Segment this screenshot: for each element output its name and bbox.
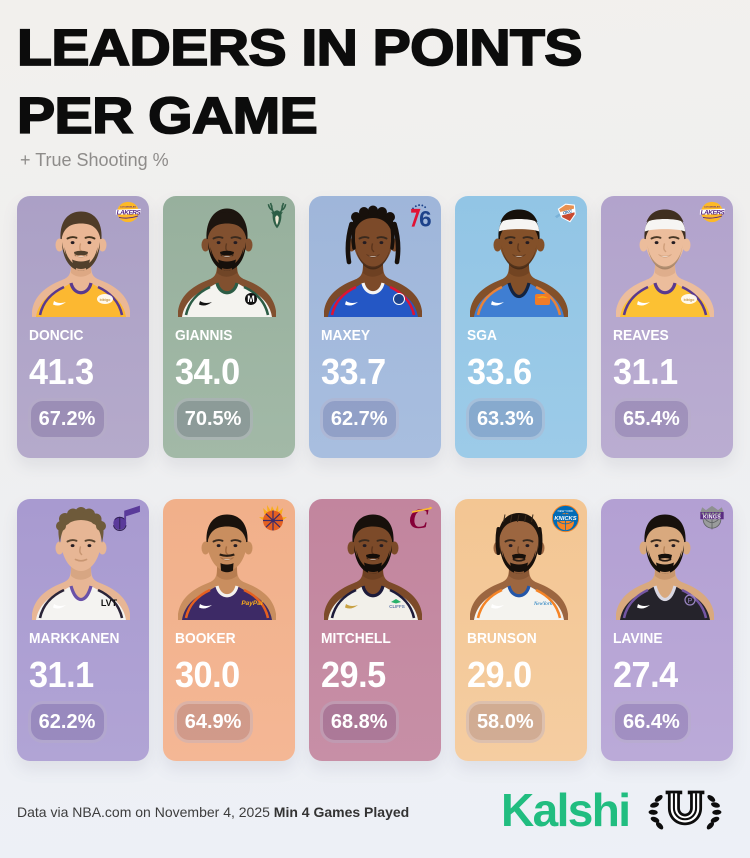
svg-text:LAKERS: LAKERS	[701, 209, 726, 216]
svg-text:bibigo: bibigo	[99, 297, 110, 302]
svg-text:CLIFFS: CLIFFS	[389, 604, 405, 609]
svg-text:6: 6	[419, 207, 431, 229]
svg-text:P: P	[688, 598, 693, 605]
svg-text:NEW YORK: NEW YORK	[557, 509, 573, 513]
svg-text:LOS ANGELES: LOS ANGELES	[704, 205, 720, 208]
svg-text:bibigo: bibigo	[684, 297, 695, 302]
svg-text:PayPal: PayPal	[241, 600, 263, 607]
svg-text:LOS ANGELES: LOS ANGELES	[120, 205, 136, 208]
svg-text:LAKERS: LAKERS	[116, 209, 141, 216]
svg-text:KINGS: KINGS	[703, 515, 721, 521]
svg-text:LVT: LVT	[100, 598, 117, 608]
svg-text:NewYork: NewYork	[533, 602, 553, 607]
svg-text:OKC: OKC	[562, 208, 573, 215]
svg-text:M: M	[247, 294, 255, 304]
svg-text:KNICKS: KNICKS	[554, 516, 576, 522]
